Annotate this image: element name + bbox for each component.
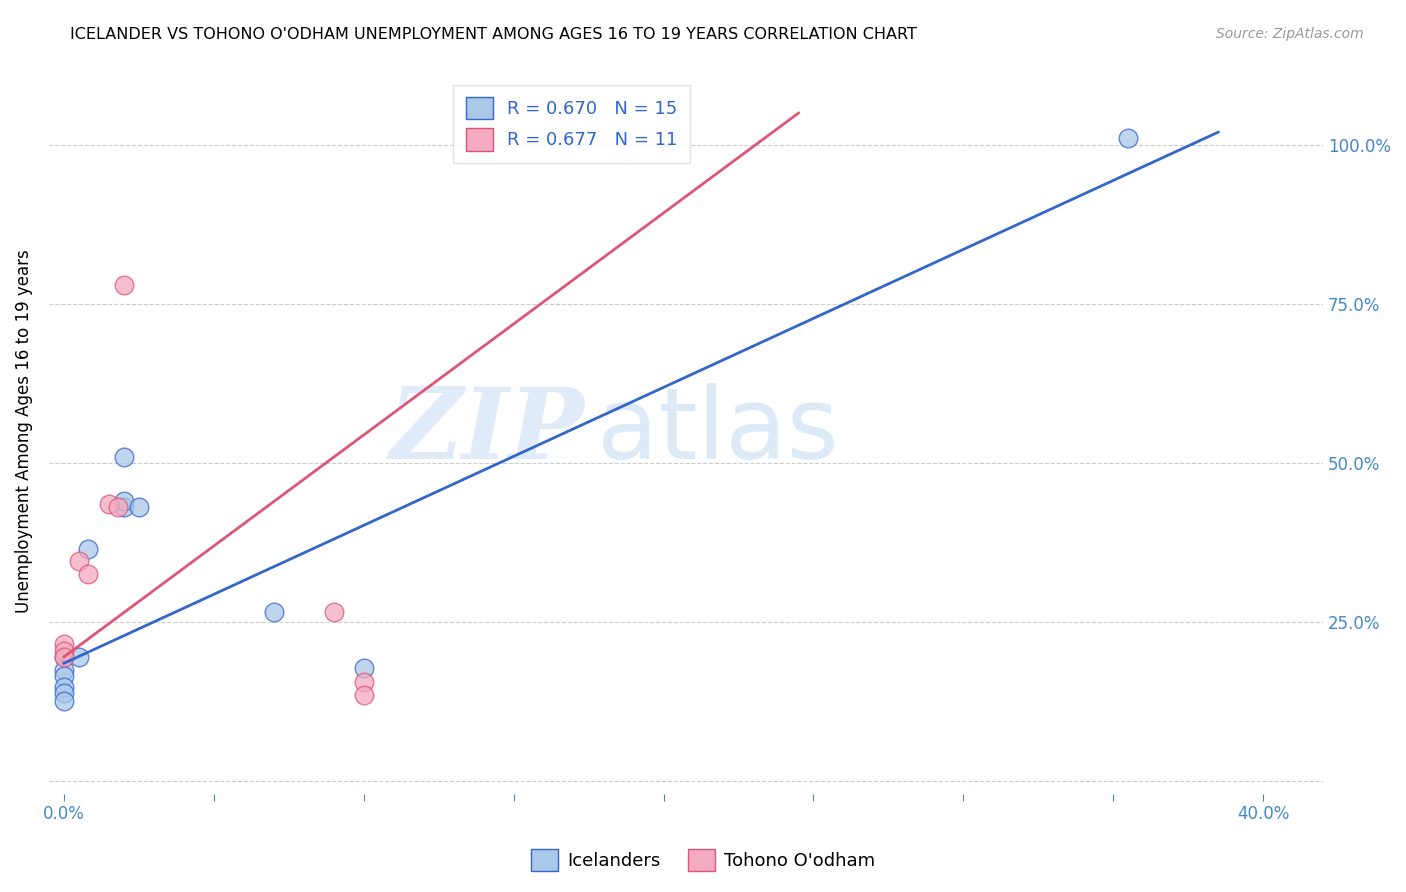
Point	[107, 500, 129, 515]
Point	[112, 277, 135, 292]
Legend: Icelanders, Tohono O'odham: Icelanders, Tohono O'odham	[524, 842, 882, 879]
Point	[52, 680, 75, 694]
Y-axis label: Unemployment Among Ages 16 to 19 years: Unemployment Among Ages 16 to 19 years	[15, 249, 32, 613]
Point	[52, 663, 75, 677]
Point	[1116, 131, 1139, 145]
Point	[112, 450, 135, 464]
Point	[322, 606, 344, 620]
Legend: R = 0.670   N = 15, R = 0.677   N = 11: R = 0.670 N = 15, R = 0.677 N = 11	[453, 85, 690, 163]
Point	[263, 606, 285, 620]
Point	[77, 541, 100, 556]
Point	[112, 494, 135, 508]
Text: ZIP: ZIP	[389, 383, 583, 479]
Text: ICELANDER VS TOHONO O'ODHAM UNEMPLOYMENT AMONG AGES 16 TO 19 YEARS CORRELATION C: ICELANDER VS TOHONO O'ODHAM UNEMPLOYMENT…	[70, 27, 917, 42]
Point	[52, 669, 75, 683]
Text: Source: ZipAtlas.com: Source: ZipAtlas.com	[1216, 27, 1364, 41]
Point	[67, 554, 90, 568]
Point	[97, 497, 120, 511]
Point	[128, 500, 150, 515]
Point	[52, 686, 75, 700]
Point	[67, 649, 90, 664]
Point	[353, 688, 375, 702]
Point	[52, 643, 75, 657]
Point	[52, 649, 75, 664]
Point	[77, 567, 100, 582]
Point	[353, 675, 375, 690]
Point	[52, 694, 75, 708]
Text: atlas: atlas	[598, 383, 838, 480]
Point	[52, 637, 75, 651]
Point	[353, 661, 375, 675]
Point	[112, 500, 135, 515]
Point	[52, 649, 75, 664]
